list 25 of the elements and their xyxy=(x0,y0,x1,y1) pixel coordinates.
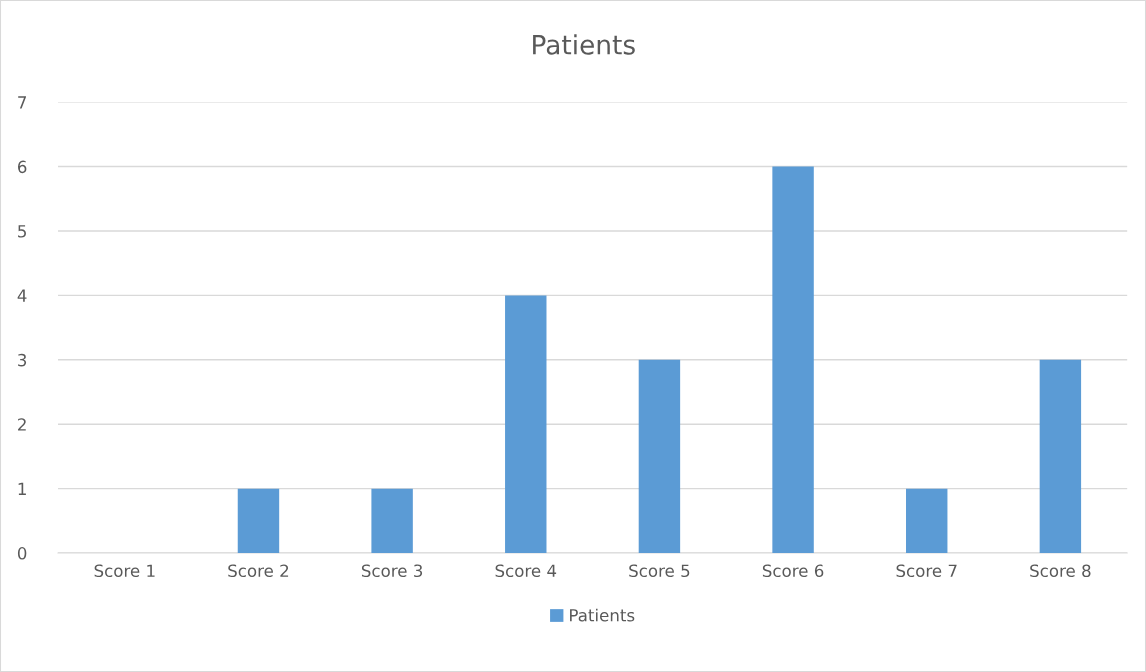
y-tick-label: 2 xyxy=(18,418,26,431)
x-tick-label: Score 4 xyxy=(495,564,557,578)
bar xyxy=(772,166,814,554)
y-tick-label: 6 xyxy=(17,160,27,174)
x-tick-label: Score 6 xyxy=(762,564,824,578)
y-tick-label: 7 xyxy=(18,96,27,109)
y-tick-label: 3 xyxy=(18,353,27,367)
y-tick-label: 1 xyxy=(18,482,26,495)
bar xyxy=(237,488,280,554)
bar xyxy=(505,295,547,554)
legend-label: Patients xyxy=(570,608,635,622)
x-tick-label: Score 8 xyxy=(1030,564,1091,578)
y-tick-label: 0 xyxy=(17,547,27,560)
bar xyxy=(906,488,948,554)
bar xyxy=(638,359,681,554)
x-tick-label: Score 3 xyxy=(361,564,423,578)
x-tick-label: Score 2 xyxy=(228,564,289,578)
x-tick-label: Score 7 xyxy=(896,564,957,578)
x-tick-label: Score 5 xyxy=(629,564,690,578)
bar xyxy=(371,488,413,554)
y-tick-label: 5 xyxy=(18,225,26,238)
bar xyxy=(1039,359,1082,554)
y-tick-label: 4 xyxy=(17,289,27,302)
chart-title: Patients xyxy=(533,34,635,55)
x-tick-label: Score 1 xyxy=(94,564,155,578)
